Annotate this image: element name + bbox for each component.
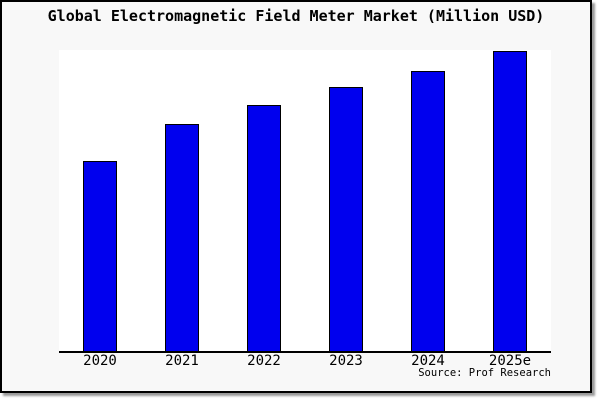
- bar-2025e: [493, 51, 527, 351]
- bar-slot: [305, 50, 387, 351]
- x-tick-label: 2020: [83, 353, 117, 369]
- bar-slot: [141, 50, 223, 351]
- plot-area: [59, 50, 551, 353]
- bar-slot: [223, 50, 305, 351]
- bar-2021: [165, 124, 199, 351]
- bar-2024: [411, 71, 445, 351]
- chart-title: Global Electromagnetic Field Meter Marke…: [47, 7, 545, 25]
- bar-2022: [247, 105, 281, 351]
- chart-frame: Global Electromagnetic Field Meter Marke…: [0, 0, 592, 393]
- bar-slot: [469, 50, 551, 351]
- bar-2020: [83, 161, 117, 351]
- x-tick-label: 2025e: [488, 353, 532, 369]
- x-axis-labels: 2020 2021 2022 2023 2024 2025e: [59, 354, 551, 369]
- x-tick-label: 2023: [329, 353, 363, 369]
- x-tick-label: 2022: [247, 353, 281, 369]
- x-tick-label: 2021: [165, 353, 199, 369]
- bar-slot: [59, 50, 141, 351]
- bar-2023: [329, 87, 363, 351]
- source-credit: Source: Prof Research: [418, 367, 551, 379]
- x-tick-label: 2024: [411, 353, 445, 369]
- bar-slot: [387, 50, 469, 351]
